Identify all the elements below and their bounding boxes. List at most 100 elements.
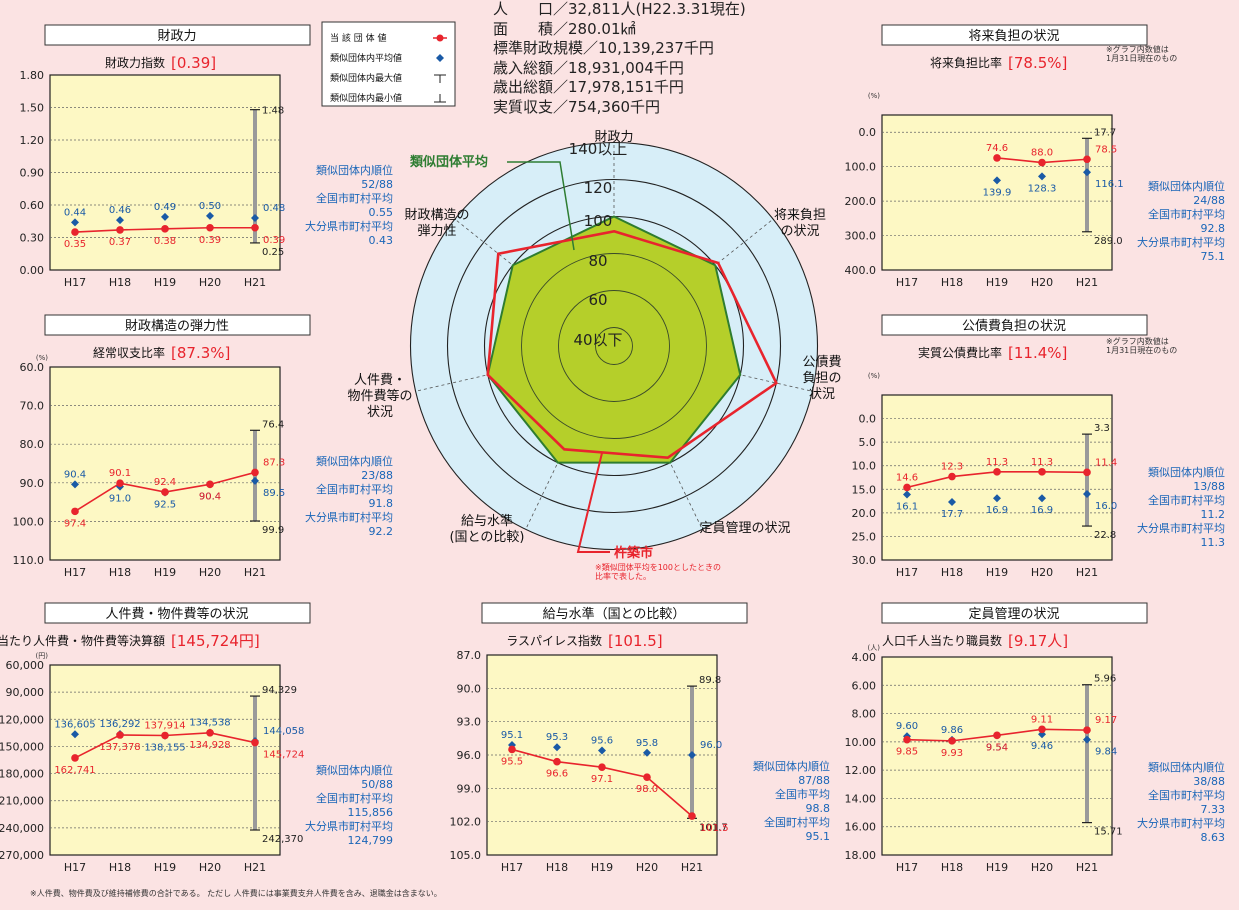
city-point xyxy=(116,731,124,739)
avg-value-label: 95.8 xyxy=(636,738,658,749)
city-point xyxy=(553,757,561,766)
chart-note: 1月31日現在のもの xyxy=(1106,345,1177,355)
chart-subtitle: 将来負担比率 xyxy=(930,55,1002,70)
chart-title-box xyxy=(881,602,1148,624)
expenditure-text: 歳出総額／17,978,151千円 xyxy=(493,78,684,96)
x-tick-label: H21 xyxy=(244,566,266,579)
y-tick-label: 10.0 xyxy=(852,460,877,473)
y-tick-label: 5.0 xyxy=(859,436,877,449)
radar-axis-label: 定員管理の状況 xyxy=(699,521,790,536)
chart-subtitle: 経常収支比率 xyxy=(93,345,165,360)
city-point xyxy=(643,773,651,782)
x-tick-label: H20 xyxy=(199,861,221,874)
legend-label: 類似団体内平均値 xyxy=(330,52,402,64)
chart-headline-value: [87.3%] xyxy=(171,344,230,362)
chart-subtitle: ラスパイレス指数 xyxy=(506,633,602,648)
city-value-label: 9.17 xyxy=(1095,715,1117,726)
x-tick-label: H21 xyxy=(1076,566,1098,579)
avg-value-label: 16.9 xyxy=(986,505,1008,516)
radar-axis-label: 財政構造の xyxy=(404,208,469,223)
legend-label: 当 該 団 体 値 xyxy=(330,32,386,44)
x-tick-label: H17 xyxy=(64,276,86,289)
avg-point xyxy=(993,176,1001,185)
avg-value-label: 89.5 xyxy=(263,488,285,499)
y-tick-label: 270,000 xyxy=(0,849,44,862)
avg-value-label: 136,292 xyxy=(99,719,140,730)
avg-value-label: 136,605 xyxy=(54,719,95,730)
y-tick-label: 210,000 xyxy=(0,795,44,808)
y-tick-label: 14.00 xyxy=(845,792,877,805)
y-tick-label: 6.00 xyxy=(852,679,877,692)
y-tick-label: 180,000 xyxy=(0,768,44,781)
range-min-label: 15.71 xyxy=(1094,827,1123,838)
x-tick-label: H21 xyxy=(244,276,266,289)
avg-value-label: 0.49 xyxy=(154,202,176,213)
balance-text: 実質収支／754,360千円 xyxy=(493,97,661,116)
radar-spoke xyxy=(525,345,615,530)
radar-axis-label: 給与水準 xyxy=(461,513,513,529)
city-value-label: 0.39 xyxy=(263,235,285,246)
city-point xyxy=(948,472,956,481)
avg-value-label: 9.46 xyxy=(1031,741,1053,752)
chart-subtitle: 実質公債費比率 xyxy=(918,345,1002,360)
avg-value-label: 0.48 xyxy=(263,203,285,214)
range-max-label: 3.3 xyxy=(1094,423,1110,434)
city-value-label: 78.5 xyxy=(1095,144,1117,155)
chart-subtitle: 人口千人当たり職員数 xyxy=(882,633,1002,648)
unit-label: (%) xyxy=(868,372,880,380)
city-point xyxy=(598,763,606,772)
unit-label: (円) xyxy=(36,652,49,660)
unit-label: (人) xyxy=(868,644,881,652)
city-point xyxy=(251,738,259,747)
city-point xyxy=(161,488,169,496)
x-tick-label: H18 xyxy=(109,276,131,289)
y-tick-label: 100.0 xyxy=(13,515,45,528)
plot-area xyxy=(49,366,281,561)
side-stat: 13/88 xyxy=(1193,480,1225,493)
plot-area xyxy=(881,114,1113,271)
side-stat: 全国町村平均 xyxy=(764,815,830,829)
y-tick-label: 15.0 xyxy=(852,483,877,496)
y-tick-label: 105.0 xyxy=(450,849,482,862)
x-tick-label: H18 xyxy=(941,276,963,289)
city-value-label: 0.39 xyxy=(199,235,221,246)
radar-axis-label: 物件費等の xyxy=(347,388,412,404)
avg-point xyxy=(161,212,169,221)
y-tick-label: 80.0 xyxy=(20,438,45,451)
legend-marker xyxy=(436,34,444,42)
radar-ring-label: 100 xyxy=(584,212,613,230)
avg-point xyxy=(553,743,561,752)
avg-value-label: 138,155 xyxy=(144,743,185,754)
side-stat: 大分県市町村平均 xyxy=(1137,521,1225,535)
side-stat: 24/88 xyxy=(1193,194,1225,207)
y-tick-label: 25.0 xyxy=(852,530,877,543)
y-tick-label: 30.0 xyxy=(852,554,877,567)
radar-spoke xyxy=(454,218,615,347)
city-point xyxy=(1083,468,1091,477)
y-tick-label: 4.00 xyxy=(852,651,877,664)
chart-headline-value: [9.17人] xyxy=(1008,632,1068,650)
city-point xyxy=(71,507,79,516)
city-point xyxy=(1083,726,1091,734)
side-stat: 大分県市町村平均 xyxy=(305,819,393,833)
city-point xyxy=(161,731,169,740)
plot-area xyxy=(881,656,1113,856)
city-value-label: 9.85 xyxy=(896,747,918,758)
legend-label: 類似団体内最小値 xyxy=(330,92,402,104)
y-tick-label: 87.0 xyxy=(457,649,482,662)
summary-block: 人 口／32,811人(H22.3.31現在) 面 積／280.01㎢ 標準財政… xyxy=(493,0,823,117)
range-min-label: 101.7 xyxy=(699,822,728,833)
avg-value-label: 9.60 xyxy=(896,721,918,732)
side-stat: 全国市町村平均 xyxy=(1148,207,1225,221)
chart-headline-value: [11.4%] xyxy=(1008,344,1067,362)
city-value-label: 74.6 xyxy=(986,143,1008,154)
city-value-label: 87.3 xyxy=(263,457,285,468)
range-min-label: 242,370 xyxy=(262,834,303,845)
side-stat: 115,856 xyxy=(348,806,394,819)
avg-value-label: 0.44 xyxy=(64,207,86,218)
y-tick-label: 200.0 xyxy=(845,195,877,208)
side-stat: 75.1 xyxy=(1201,250,1226,263)
